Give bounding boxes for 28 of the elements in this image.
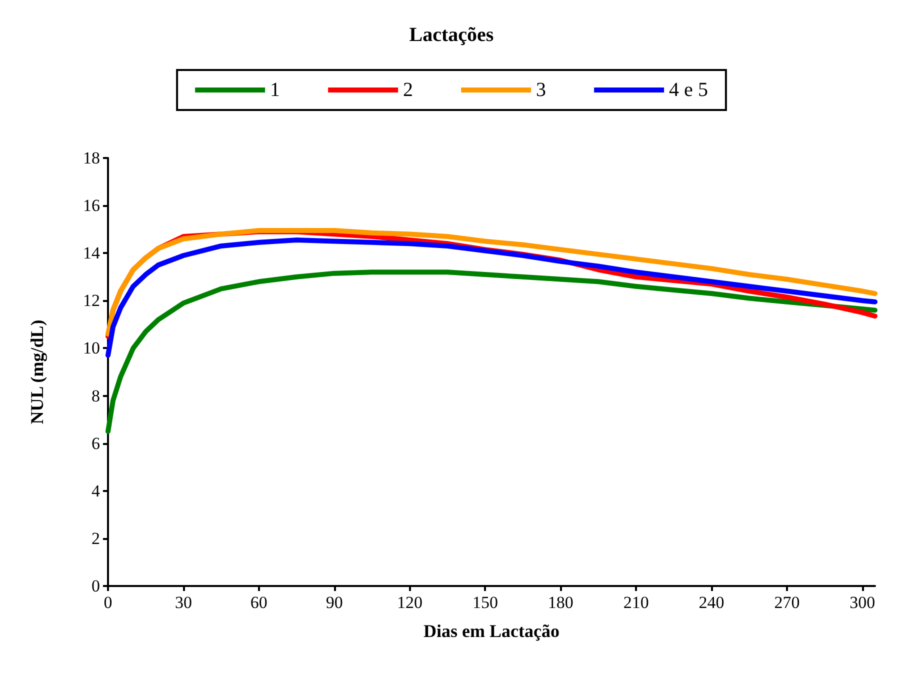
x-axis-title: Dias em Lactação	[424, 621, 560, 641]
x-tick-label: 300	[850, 593, 876, 612]
y-tick-label: 0	[92, 576, 100, 596]
legend-label: 3	[536, 79, 546, 101]
y-tick-label: 2	[92, 528, 100, 548]
y-tick-label: 4	[92, 481, 100, 500]
legend-label: 2	[403, 79, 414, 101]
legend-title: Lactações	[409, 24, 494, 46]
y-tick-label: 10	[83, 338, 100, 358]
y-tick-label: 18	[83, 148, 100, 168]
x-tick-label: 90	[326, 593, 343, 612]
y-tick-label: 8	[92, 386, 100, 406]
x-tick-label: 0	[104, 593, 112, 612]
y-tick-label: 16	[83, 196, 100, 216]
x-tick-label: 60	[250, 593, 268, 612]
x-tick-label: 150	[472, 593, 498, 612]
x-tick-label: 210	[623, 593, 649, 612]
x-tick-label: 120	[397, 593, 423, 612]
x-tick-label: 30	[174, 593, 192, 612]
x-tick-label: 180	[548, 593, 574, 612]
y-tick-label: 6	[92, 434, 100, 453]
y-tick-label: 12	[83, 291, 100, 310]
y-tick-label: 14	[83, 244, 100, 263]
legend-label: 4 e 5	[669, 79, 708, 101]
y-axis-title: NUL (mg/dL)	[27, 320, 47, 424]
x-tick-label: 270	[774, 593, 800, 612]
x-tick-label: 240	[698, 593, 724, 612]
legend-label: 1	[270, 79, 280, 101]
